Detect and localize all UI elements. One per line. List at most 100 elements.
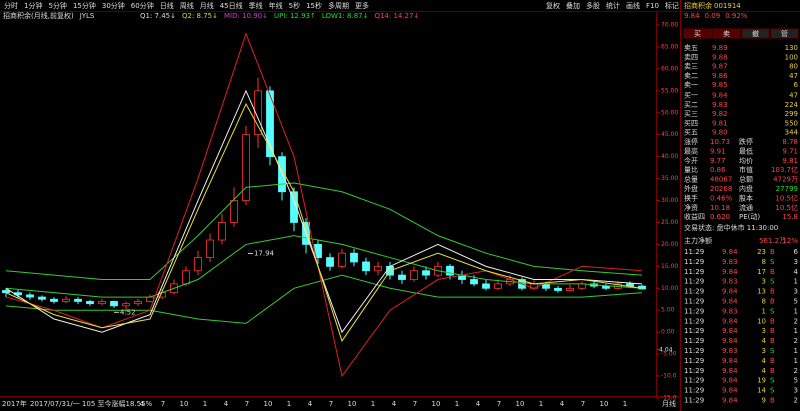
- book-level: 卖二: [684, 72, 698, 80]
- period-tab[interactable]: 更多: [355, 1, 369, 10]
- stat-value: 27799: [776, 185, 798, 193]
- tick-volume: 3: [762, 347, 766, 355]
- stat-label: 总量: [684, 175, 698, 184]
- period-tab[interactable]: 45日线: [220, 1, 243, 10]
- period-tab[interactable]: 30分钟: [102, 1, 125, 10]
- tick-volume: 17: [757, 268, 766, 276]
- candle-body: [182, 270, 190, 285]
- period-tab[interactable]: 5秒: [289, 1, 300, 10]
- trade-button-label[interactable]: 卖: [723, 30, 730, 38]
- tick-side: B: [770, 317, 775, 325]
- tick-count: 1: [794, 307, 798, 315]
- stat-label: 总额: [739, 175, 753, 184]
- tick-volume: 13: [757, 288, 766, 296]
- book-level: 买一: [684, 92, 698, 100]
- book-volume: 550: [785, 119, 798, 127]
- tick-time: 11:29: [684, 307, 704, 315]
- stat-value: 10.73: [710, 138, 730, 146]
- stock-code: 001914: [714, 2, 741, 10]
- flow-pct: 12%: [782, 237, 798, 245]
- trade-button[interactable]: [712, 28, 741, 39]
- y-tick-label: 30.00: [661, 197, 678, 204]
- x-tick-label: 10: [600, 400, 609, 408]
- x-tick-label: 4: [140, 400, 145, 408]
- tool-button[interactable]: 标记: [665, 1, 679, 10]
- book-volume: 299: [785, 110, 798, 118]
- tool-button[interactable]: 画线: [626, 1, 640, 10]
- tick-volume: 4: [762, 337, 767, 345]
- book-volume: 344: [785, 129, 799, 137]
- period-tab[interactable]: 15分钟: [73, 1, 96, 10]
- tick-price: 9.84: [722, 357, 738, 365]
- tick-volume: 3: [762, 327, 766, 335]
- book-volume: 6: [794, 81, 799, 89]
- y-tick-label: 40.00: [661, 153, 678, 160]
- tool-button[interactable]: 叠加: [566, 1, 580, 10]
- tick-side: B: [770, 397, 775, 405]
- book-level: 卖一: [684, 81, 698, 89]
- y-tick-label: 25.00: [661, 219, 678, 226]
- tick-count: 2: [794, 317, 798, 325]
- tick-count: 1: [794, 357, 798, 365]
- candle-body: [146, 296, 154, 302]
- x-tick-label: 1: [203, 400, 207, 408]
- period-tab[interactable]: 年线: [269, 1, 283, 10]
- period-label: 月线: [662, 399, 676, 408]
- tool-button[interactable]: 统计: [606, 1, 620, 10]
- tool-button[interactable]: 多股: [586, 1, 600, 10]
- book-price: 9.87: [712, 63, 728, 71]
- tick-side: S: [770, 307, 775, 315]
- tick-price: 9.83: [722, 307, 738, 315]
- indicator-value: Q2: 8.75↓: [182, 12, 218, 20]
- flow-label: 主力净额: [684, 236, 712, 245]
- book-price: 9.84: [712, 92, 728, 100]
- period-tab[interactable]: 多周期: [328, 1, 349, 10]
- book-level: 买二: [684, 101, 698, 109]
- y-tick-label: 70.00: [661, 22, 678, 29]
- tick-time: 11:29: [684, 278, 704, 286]
- x-tick-label: 10: [264, 400, 273, 408]
- x-tick-label: 10: [432, 400, 441, 408]
- tick-count: 2: [794, 337, 798, 345]
- tick-time: 11:29: [684, 248, 704, 256]
- candle-body: [602, 285, 610, 289]
- tick-time: 11:29: [684, 397, 704, 405]
- x-tick-label: 7: [245, 400, 249, 408]
- period-tab[interactable]: 日线: [160, 1, 174, 10]
- tick-side: B: [770, 367, 775, 375]
- period-tab[interactable]: 5分钟: [48, 1, 66, 10]
- trade-button[interactable]: [741, 28, 770, 39]
- period-tab[interactable]: 季线: [249, 1, 263, 10]
- tick-side: B: [770, 248, 775, 256]
- tick-price: 9.84: [722, 298, 738, 306]
- period-tab[interactable]: 月线: [200, 1, 214, 10]
- candle-body: [446, 265, 454, 276]
- candle-body: [470, 279, 478, 285]
- indicator-label: 招商积余(月线,前复权): [3, 11, 74, 20]
- trade-button-label[interactable]: 管: [781, 29, 788, 38]
- candle-body: [326, 257, 334, 267]
- indicator-line: [5, 102, 643, 343]
- tool-button[interactable]: 复权: [546, 1, 560, 10]
- stat-value: 8.78: [782, 138, 798, 146]
- tool-button[interactable]: F10: [646, 2, 659, 10]
- period-tab[interactable]: 分时: [4, 1, 18, 10]
- tick-count: 5: [794, 298, 798, 306]
- book-price: 9.86: [712, 72, 728, 80]
- period-tab[interactable]: 15秒: [306, 1, 322, 10]
- period-tab[interactable]: 1分钟: [24, 1, 42, 10]
- book-price: 9.81: [712, 119, 728, 127]
- period-tab[interactable]: 周线: [180, 1, 194, 10]
- trade-button[interactable]: [770, 28, 799, 39]
- book-price: 9.88: [712, 53, 728, 61]
- trade-button-label[interactable]: 撤: [752, 29, 759, 38]
- indicator-value: UPI: 12.93↑: [274, 12, 316, 20]
- period-tab[interactable]: 60分钟: [131, 1, 154, 10]
- y-tick-label: 35.00: [661, 175, 678, 182]
- tick-volume: 8: [762, 258, 766, 266]
- stat-value: 10.5亿: [775, 193, 798, 202]
- trade-button[interactable]: [683, 28, 712, 39]
- trade-button-label[interactable]: 买: [694, 30, 701, 38]
- x-tick-label: 1: [287, 400, 291, 408]
